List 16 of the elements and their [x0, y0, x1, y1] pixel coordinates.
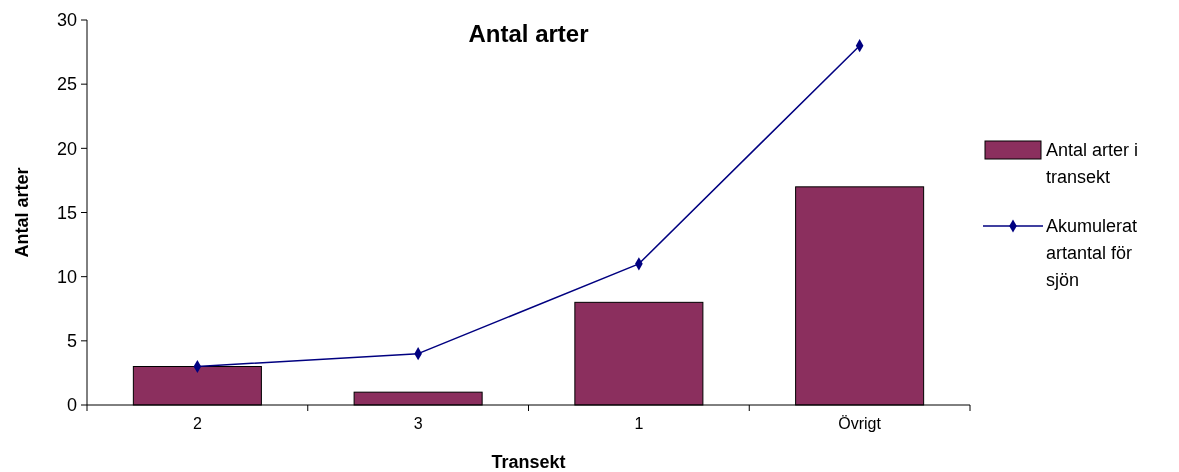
- x-axis-title: Transekt: [491, 452, 566, 472]
- y-axis-title: Antal arter: [12, 167, 32, 258]
- x-tick-label: 2: [192, 415, 202, 432]
- y-tick-label: 20: [56, 138, 77, 159]
- y-tick-label: 5: [66, 331, 77, 352]
- y-tick-label: 0: [66, 395, 77, 416]
- x-tick-label: 3: [413, 415, 423, 432]
- y-tick-label: 15: [56, 202, 77, 223]
- legend-label: Antal arter i transekt: [1046, 140, 1139, 188]
- chart-title: Antal arter: [468, 20, 589, 47]
- x-tick-label: 1: [634, 415, 644, 432]
- y-tick-label: 30: [56, 10, 77, 31]
- y-tick-label: 25: [56, 74, 77, 95]
- x-tick-label: Övrigt: [838, 415, 882, 432]
- legend-label: Akumulerat artantal för sjön: [1046, 216, 1138, 291]
- y-tick-label: 10: [56, 266, 77, 287]
